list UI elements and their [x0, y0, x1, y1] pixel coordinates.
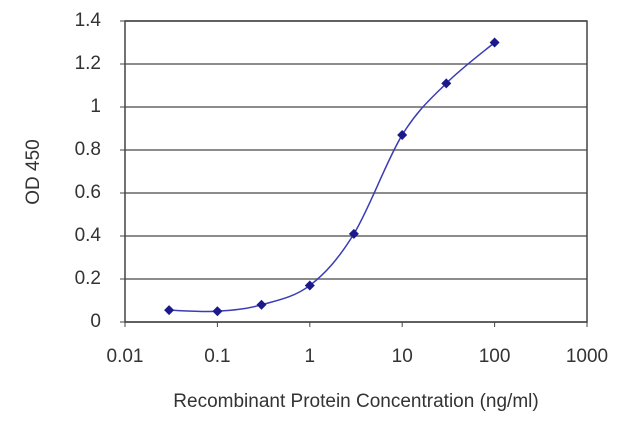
- y-tick-label: 0.2: [75, 268, 101, 289]
- data-point: [441, 78, 452, 89]
- x-axis-label: Recombinant Protein Concentration (ng/ml…: [173, 391, 538, 412]
- data-point: [256, 299, 267, 310]
- y-tick-label: 1.2: [75, 53, 101, 74]
- y-tick-label: 1: [90, 96, 101, 117]
- y-tick-label: 0.8: [75, 139, 101, 160]
- data-point: [348, 228, 359, 239]
- y-tick-label: 0: [90, 311, 101, 332]
- x-tick-label: 10: [392, 346, 413, 367]
- data-point: [212, 306, 223, 317]
- data-point: [164, 305, 175, 316]
- x-tick-label: 0.01: [107, 346, 144, 367]
- x-tick-label: 0.1: [204, 346, 230, 367]
- data-point: [397, 129, 408, 140]
- y-tick-label: 1.4: [75, 10, 102, 31]
- data-point: [304, 280, 315, 291]
- data-point: [489, 37, 500, 48]
- plot-border: [124, 20, 588, 323]
- y-axis-label: OD 450: [23, 139, 44, 204]
- y-tick-label: 0.6: [75, 182, 101, 203]
- y-tick-label: 0.4: [75, 225, 102, 246]
- x-tick-label: 100: [479, 346, 511, 367]
- data-line: [169, 41, 496, 313]
- x-tick-label: 1: [305, 346, 316, 367]
- x-tick-label: 1000: [566, 346, 608, 367]
